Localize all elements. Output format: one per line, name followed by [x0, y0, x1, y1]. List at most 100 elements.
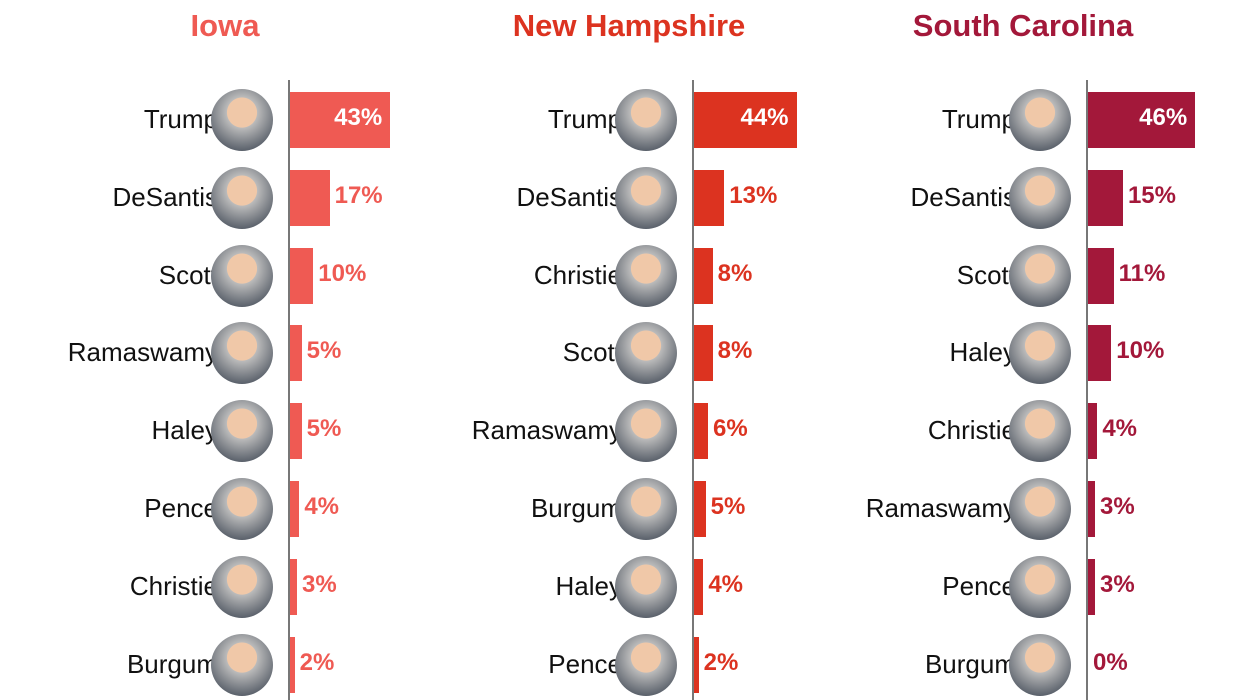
candidate-name: Christie	[533, 259, 622, 290]
candidate-name: Ramaswamy	[865, 493, 1016, 523]
axis-line	[288, 80, 290, 700]
bar-row: Burgum 5%	[427, 478, 831, 540]
data-label: 46%	[1139, 104, 1188, 131]
panel-title: New Hampshire	[512, 8, 746, 43]
bar-row: Trump 44%	[427, 89, 831, 151]
candidate-name: Ramaswamy	[471, 415, 622, 446]
data-label: 15%	[1127, 181, 1176, 209]
candidate-name: Pence	[144, 493, 218, 523]
data-label: 4%	[708, 570, 743, 598]
bar-row: Scott 11%	[821, 244, 1225, 307]
bar	[1088, 481, 1095, 537]
bar-row: Christie 4%	[821, 400, 1225, 463]
bar	[290, 403, 302, 460]
data-label: 17%	[334, 181, 383, 209]
bar	[694, 636, 699, 693]
candidate-photo	[1009, 244, 1071, 307]
candidate-name: Christie	[927, 415, 1016, 446]
data-label: 4%	[304, 493, 339, 520]
bar-row: Pence 2%	[427, 633, 831, 696]
axis-line	[692, 80, 694, 700]
data-label: 10%	[1116, 337, 1165, 365]
bar-row: Burgum 0%	[821, 633, 1225, 696]
candidate-photo	[211, 244, 273, 307]
candidate-photo	[211, 322, 273, 385]
bar-row: Trump 43%	[23, 89, 427, 151]
bar-row: Scott 10%	[23, 244, 427, 307]
data-label: 11%	[1118, 259, 1166, 287]
candidate-photo	[1009, 478, 1071, 540]
candidate-photo	[615, 633, 677, 696]
candidate-photo	[615, 89, 677, 151]
candidate-name: Scott	[956, 259, 1016, 290]
candidate-name: Scott	[562, 337, 622, 368]
candidate-name: Trump	[941, 104, 1016, 134]
bar	[694, 247, 713, 304]
bar-row: DeSantis 17%	[23, 166, 427, 229]
bar	[694, 92, 797, 148]
bar	[290, 247, 314, 304]
candidate-photo	[615, 478, 677, 540]
candidate-name: Pence	[548, 648, 622, 679]
candidate-photo	[615, 322, 677, 385]
candidate-photo	[615, 166, 677, 229]
data-label: 43%	[334, 104, 383, 131]
candidate-name: Scott	[158, 259, 218, 290]
data-label: 5%	[306, 337, 342, 365]
bar-row: Ramaswamy 5%	[23, 322, 427, 385]
panel-iowa: Iowa Trump 43% DeSantis 17% Scott 10% Ramaswamy…	[23, 0, 427, 700]
data-label: 4%	[1102, 415, 1137, 443]
candidate-name: DeSantis	[910, 181, 1017, 212]
candidate-name: Burgum	[126, 648, 218, 679]
axis-line	[1086, 80, 1088, 700]
data-label: 8%	[717, 337, 753, 365]
candidate-name: Trump	[143, 104, 218, 134]
candidate-name: Christie	[129, 570, 218, 601]
candidate-photo	[615, 555, 677, 618]
candidate-photo	[211, 555, 273, 618]
candidate-name: DeSantis	[516, 181, 623, 212]
bar	[694, 403, 708, 460]
bar	[694, 169, 725, 226]
bar-row: Trump 46%	[821, 89, 1225, 151]
candidate-photo	[1009, 555, 1071, 618]
candidate-photo	[211, 633, 273, 696]
candidate-name: Haley	[949, 337, 1016, 368]
candidate-name: Burgum	[530, 493, 622, 523]
bar-row: Ramaswamy 3%	[821, 478, 1225, 540]
data-label: 3%	[1099, 570, 1135, 598]
candidate-photo	[211, 166, 273, 229]
bar-row: Christie 3%	[23, 555, 427, 618]
bar-row: DeSantis 13%	[427, 166, 831, 229]
data-label: 0%	[1093, 648, 1128, 676]
bar	[290, 558, 297, 615]
data-label: 2%	[703, 648, 739, 676]
bar	[1088, 92, 1196, 148]
bar	[694, 325, 713, 382]
data-label: 44%	[740, 104, 789, 131]
bar	[1088, 169, 1123, 226]
bar-row: DeSantis 15%	[821, 166, 1225, 229]
panel-new-hampshire: New Hampshire Trump 44% DeSantis 13% Christie…	[427, 0, 831, 700]
candidate-photo	[615, 244, 677, 307]
candidate-name: Burgum	[924, 648, 1016, 679]
data-label: 6%	[712, 415, 748, 443]
data-label: 8%	[717, 259, 753, 287]
bar	[694, 481, 706, 537]
data-label: 2%	[299, 648, 335, 676]
candidate-photo	[1009, 633, 1071, 696]
bar-row: Ramaswamy 6%	[427, 400, 831, 463]
candidate-name: Pence	[942, 570, 1016, 601]
data-label: 3%	[301, 570, 337, 598]
candidate-photo	[615, 400, 677, 463]
bar	[694, 558, 704, 615]
bar	[290, 325, 302, 382]
bar	[1088, 558, 1095, 615]
candidate-photo	[211, 400, 273, 463]
bar	[290, 481, 300, 537]
bar-row: Christie 8%	[427, 244, 831, 307]
candidate-photo	[1009, 166, 1071, 229]
bar-row: Haley 10%	[821, 322, 1225, 385]
bar	[1088, 247, 1114, 304]
bar-row: Scott 8%	[427, 322, 831, 385]
